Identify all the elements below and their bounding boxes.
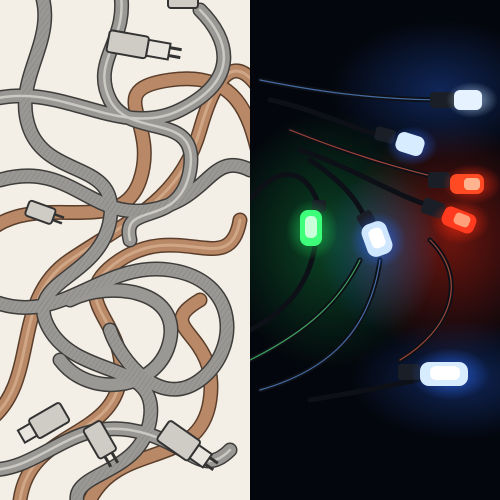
- led-red-upper: [428, 164, 500, 204]
- led-blue-upper: [374, 126, 438, 166]
- led-top-white: [430, 82, 498, 118]
- plug-bottom-left: [16, 402, 71, 444]
- led-red-lower: [420, 197, 490, 244]
- led-green: [286, 200, 338, 260]
- tangled-cables-sketch: [0, 0, 250, 500]
- plug-top-right: [105, 29, 182, 61]
- photo-panel: [250, 0, 500, 500]
- plug-left: [24, 199, 65, 225]
- led-blue-bottom: [398, 348, 490, 400]
- led-cables-photo: [250, 20, 500, 440]
- plug-bottom-right: [156, 420, 219, 472]
- plug-top: [167, 0, 199, 9]
- sketch-panel: [0, 0, 250, 500]
- plug-bottom-middle: [82, 420, 120, 468]
- led-blue-center: [350, 210, 406, 268]
